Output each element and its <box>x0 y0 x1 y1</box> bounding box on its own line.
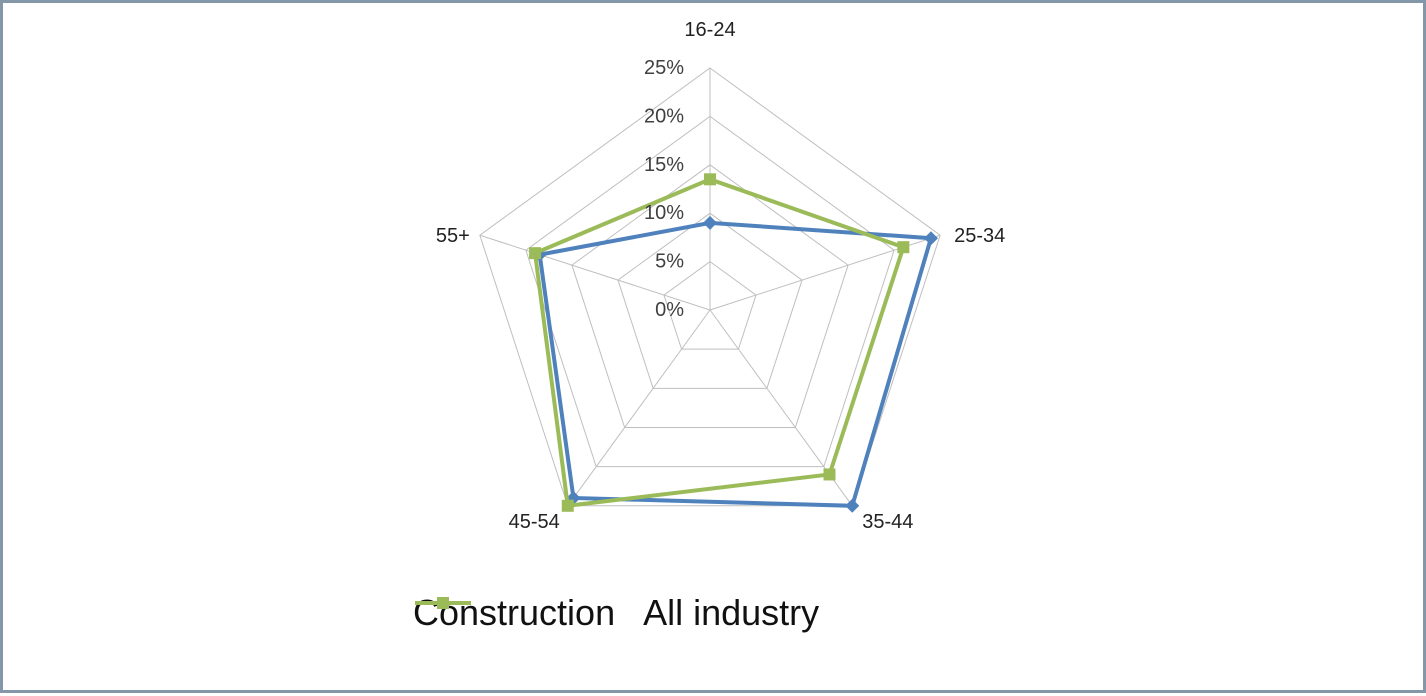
grid-ring-20 <box>525 115 895 468</box>
tick-label: 0% <box>655 299 684 321</box>
series-line-all-industry <box>532 177 906 509</box>
legend-item-all-industry: All industry <box>415 592 820 634</box>
series-line-construction <box>537 220 934 508</box>
category-label-35-44: 35-44 <box>862 511 913 533</box>
data-point-construction <box>923 231 938 246</box>
category-label-55+: 55+ <box>436 225 470 247</box>
grid-spoke-55+ <box>479 234 711 311</box>
data-point-all-industry <box>561 499 574 512</box>
category-label-45-54: 45-54 <box>509 511 560 533</box>
grid-ring-15 <box>571 164 849 428</box>
category-label-16-24: 16-24 <box>684 19 735 41</box>
data-point-construction <box>703 215 717 230</box>
legend-label-all-industry: All industry <box>643 592 820 633</box>
legend-key-all-industry <box>415 597 471 609</box>
tick-label: 15% <box>644 154 684 176</box>
tick-label: 20% <box>644 105 684 127</box>
legend: Construction All industry <box>413 588 819 638</box>
grid-spoke-45-54 <box>567 309 711 507</box>
tick-label: 25% <box>644 57 684 79</box>
data-point-all-industry <box>897 241 910 254</box>
radar-chart: 0% 5% 10% 15% 20% 25%16-24 25-34 35-44 45-54 55+ <box>436 19 1005 533</box>
data-point-all-industry <box>704 173 716 186</box>
tick-label: 5% <box>655 251 684 273</box>
data-point-all-industry <box>823 468 836 481</box>
grid-ring-25 <box>479 67 941 507</box>
grid-ring-10 <box>617 212 803 389</box>
category-label-25-34: 25-34 <box>954 225 1005 247</box>
data-point-all-industry <box>529 247 542 260</box>
data-point-construction <box>845 498 860 513</box>
tick-label: 10% <box>644 202 684 224</box>
grid-ring-5 <box>663 260 757 350</box>
